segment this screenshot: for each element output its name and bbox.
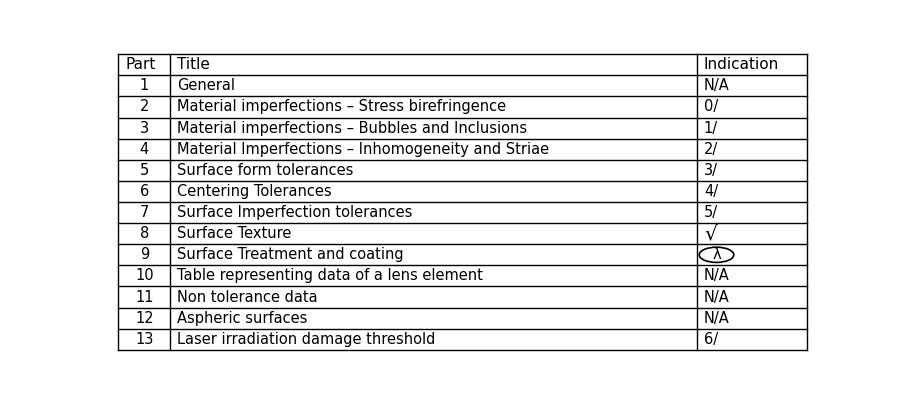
- Text: λ: λ: [712, 247, 720, 262]
- Text: Laser irradiation damage threshold: Laser irradiation damage threshold: [177, 332, 435, 347]
- Text: Surface form tolerances: Surface form tolerances: [177, 163, 353, 178]
- Text: Table representing data of a lens element: Table representing data of a lens elemen…: [177, 268, 483, 284]
- Text: Non tolerance data: Non tolerance data: [177, 290, 318, 304]
- Text: Part: Part: [125, 57, 156, 72]
- Text: Surface Treatment and coating: Surface Treatment and coating: [177, 247, 403, 262]
- Text: Material Imperfections – Inhomogeneity and Striae: Material Imperfections – Inhomogeneity a…: [177, 142, 548, 157]
- Text: Aspheric surfaces: Aspheric surfaces: [177, 311, 308, 326]
- Text: 8: 8: [140, 226, 149, 241]
- Text: Indication: Indication: [704, 57, 778, 72]
- Text: 0/: 0/: [704, 100, 717, 114]
- Text: Surface Texture: Surface Texture: [177, 226, 291, 241]
- Text: 12: 12: [134, 311, 153, 326]
- Text: 13: 13: [135, 332, 153, 347]
- Text: 11: 11: [135, 290, 153, 304]
- Text: Material imperfections – Stress birefringence: Material imperfections – Stress birefrin…: [177, 100, 506, 114]
- Text: 10: 10: [134, 268, 153, 284]
- Text: 9: 9: [140, 247, 149, 262]
- Text: 1: 1: [140, 78, 149, 93]
- Text: Centering Tolerances: Centering Tolerances: [177, 184, 331, 199]
- Text: Title: Title: [177, 57, 210, 72]
- Text: 4/: 4/: [704, 184, 717, 199]
- Text: N/A: N/A: [704, 311, 729, 326]
- Text: General: General: [177, 78, 235, 93]
- Text: √: √: [704, 224, 716, 243]
- Text: 3: 3: [140, 120, 149, 136]
- Text: 6/: 6/: [704, 332, 717, 347]
- Text: 5/: 5/: [704, 205, 717, 220]
- Text: 5: 5: [140, 163, 149, 178]
- Text: 2/: 2/: [704, 142, 717, 157]
- Text: 3/: 3/: [704, 163, 717, 178]
- Text: 4: 4: [140, 142, 149, 157]
- Text: 1/: 1/: [704, 120, 717, 136]
- Text: N/A: N/A: [704, 268, 729, 284]
- Text: 6: 6: [140, 184, 149, 199]
- Text: Surface Imperfection tolerances: Surface Imperfection tolerances: [177, 205, 412, 220]
- Text: 2: 2: [140, 100, 149, 114]
- Text: Material imperfections – Bubbles and Inclusions: Material imperfections – Bubbles and Inc…: [177, 120, 527, 136]
- Text: 7: 7: [140, 205, 149, 220]
- Text: N/A: N/A: [704, 78, 729, 93]
- Text: N/A: N/A: [704, 290, 729, 304]
